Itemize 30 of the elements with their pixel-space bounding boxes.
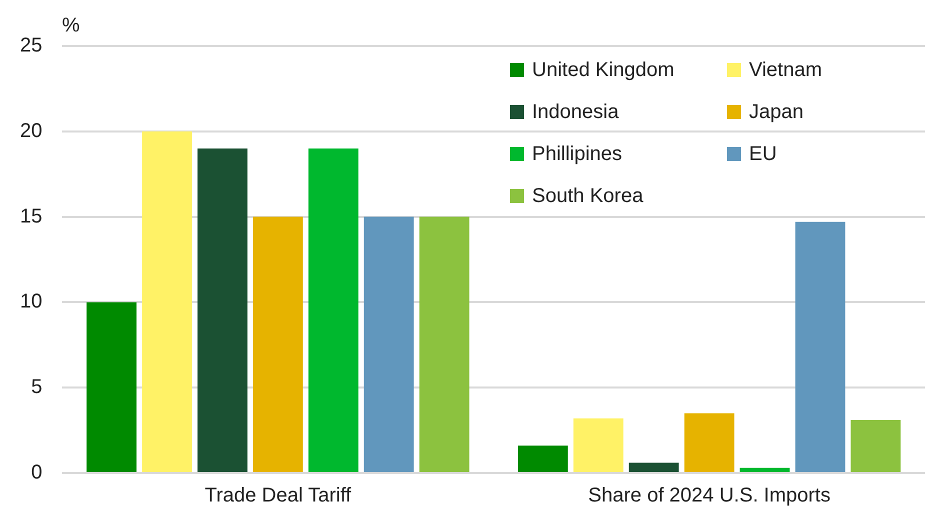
bar [86,302,137,472]
y-tick-label: 0 [31,462,42,484]
legend-label: Indonesia [532,100,619,124]
bar [573,418,624,472]
bar [684,413,734,472]
bar [740,468,790,472]
legend-label: United Kingdom [532,58,674,82]
y-axis-title: % [62,14,80,37]
bar [850,420,901,472]
bar [628,462,679,472]
y-tick-label: 10 [20,290,42,313]
bar [142,131,192,472]
y-tick-label: 15 [20,205,42,228]
legend-label: Phillipines [532,142,622,166]
y-tick-label: 5 [31,376,42,398]
x-tick-label: Share of 2024 U.S. Imports [588,484,830,507]
bar [308,148,358,472]
y-tick-label: 25 [20,34,42,57]
x-tick-label: Trade Deal Tariff [204,484,352,507]
bar [419,216,470,472]
bar [252,216,303,472]
bar [795,222,846,472]
bar [518,446,568,472]
legend-label: South Korea [532,184,644,208]
y-tick-label: 20 [20,120,42,142]
legend-label: Vietnam [749,58,822,82]
legend-label: EU [749,142,777,166]
bar [364,216,414,472]
legend-label: Japan [749,100,804,124]
bar [198,148,248,472]
